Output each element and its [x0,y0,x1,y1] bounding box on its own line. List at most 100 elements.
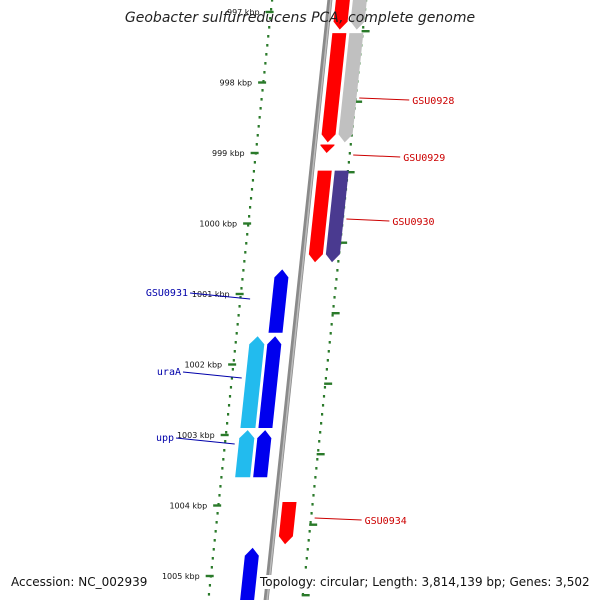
guide-dot [237,314,240,317]
scale-tick-1004 [213,504,222,507]
guide-dot [216,512,219,515]
guide-dot [214,530,217,533]
guide-dot [226,413,230,416]
guide-dot [313,485,316,488]
guide-dot [226,422,229,425]
guide-dot [257,125,260,128]
guide-dot [268,26,271,29]
gene-gsu0930 [325,170,349,263]
guide-dot [255,143,258,146]
label-leader-gsu0931 [189,292,251,300]
outer-scale-tick-1004 [309,523,318,526]
scale-tick-997 [265,10,274,14]
outer-scale-tick-997 [361,30,370,33]
scale-tick-999 [250,151,259,155]
guide-dot [324,377,328,380]
gene-uraA [240,336,265,428]
guide-dot [221,467,224,470]
guide-dot [251,179,255,182]
outer-scale-tick-998 [354,100,363,103]
guide-dot [347,161,350,164]
guide-dot [318,440,321,443]
guide-dot [266,44,269,47]
guide-dot [306,548,309,551]
guide-dot [320,422,323,425]
gene-label-gsu0931: GSU0931 [146,288,188,299]
inner-guide-line [207,0,274,596]
scale-label-1002: 1002 kbp [184,361,222,370]
guide-dot [238,305,241,308]
guide-dot [305,557,308,560]
guide-dot [211,557,214,560]
gene-label-gsu0930: GSU0930 [392,217,434,228]
gene-gsu0931 [268,269,289,333]
guide-dot [222,458,225,461]
map-title: Geobacter sulfurreducens PCA, complete g… [124,10,476,26]
guide-dot [333,296,336,299]
guide-dot [248,215,251,218]
scale-label-1001: 1001 kbp [192,290,230,299]
topology-text: Topology: circular; Length: 3,814,139 bp… [258,575,592,589]
guide-dot [331,314,334,317]
guide-dot [308,530,311,533]
gene-label-uraA: uraA [157,367,181,378]
guide-dot [224,440,227,443]
guide-dot [220,476,223,479]
guide-dot [304,566,307,569]
guide-dot [307,539,310,542]
scale-tick-1000 [243,222,252,225]
guide-dot [213,539,216,542]
guide-dot [210,566,213,569]
scale-label-1005: 1005 kbp [162,572,200,581]
guide-dot [223,449,226,452]
scale-label-1000: 1000 kbp [199,220,237,229]
gene-red-c [308,170,332,263]
guide-dot [319,431,322,434]
guide-dot [309,521,312,524]
guide-dot [263,71,266,74]
label-leader-gsu0930 [346,218,390,222]
guide-dot [311,503,314,506]
guide-dot [321,404,325,407]
guide-dot [334,287,337,290]
guide-dot [350,134,353,137]
outer-scale-tick-999 [346,171,355,174]
guide-dot [332,305,335,308]
gene-gsu0934 [278,501,297,545]
guide-dot [310,512,313,515]
label-leader-upp [175,437,235,445]
guide-dot [325,368,328,371]
guide-dot [225,431,228,434]
guide-dot [207,593,211,596]
guide-dot [229,386,233,389]
gene-rev-d [240,547,259,600]
guide-dot [317,449,320,452]
genome-backbone [263,0,333,600]
guide-dot [349,143,352,146]
guide-dot [219,485,222,488]
guide-dot [245,242,248,245]
guide-dot [261,89,264,92]
guide-dot [335,278,338,281]
guide-dot [362,26,365,29]
gene-label-gsu0929: GSU0929 [403,153,445,164]
scale-label-997: 997 kbp [227,8,260,17]
guide-dot [234,341,237,344]
guide-dot [249,197,253,200]
accession-text: Accession: NC_002939 [9,575,150,589]
genome-backbone-highlight [266,0,332,600]
guide-dot [230,377,234,380]
guide-dot [328,341,331,344]
guide-dot [264,62,267,65]
guide-dot [322,395,326,398]
guide-dot [236,323,239,326]
gene-red-a [333,0,350,30]
scale-tick-1001 [235,292,244,296]
guide-dot [258,116,261,119]
guide-dot [348,152,351,155]
guide-dot [208,584,212,587]
guide-dot [235,332,238,335]
guide-dot [320,413,324,416]
